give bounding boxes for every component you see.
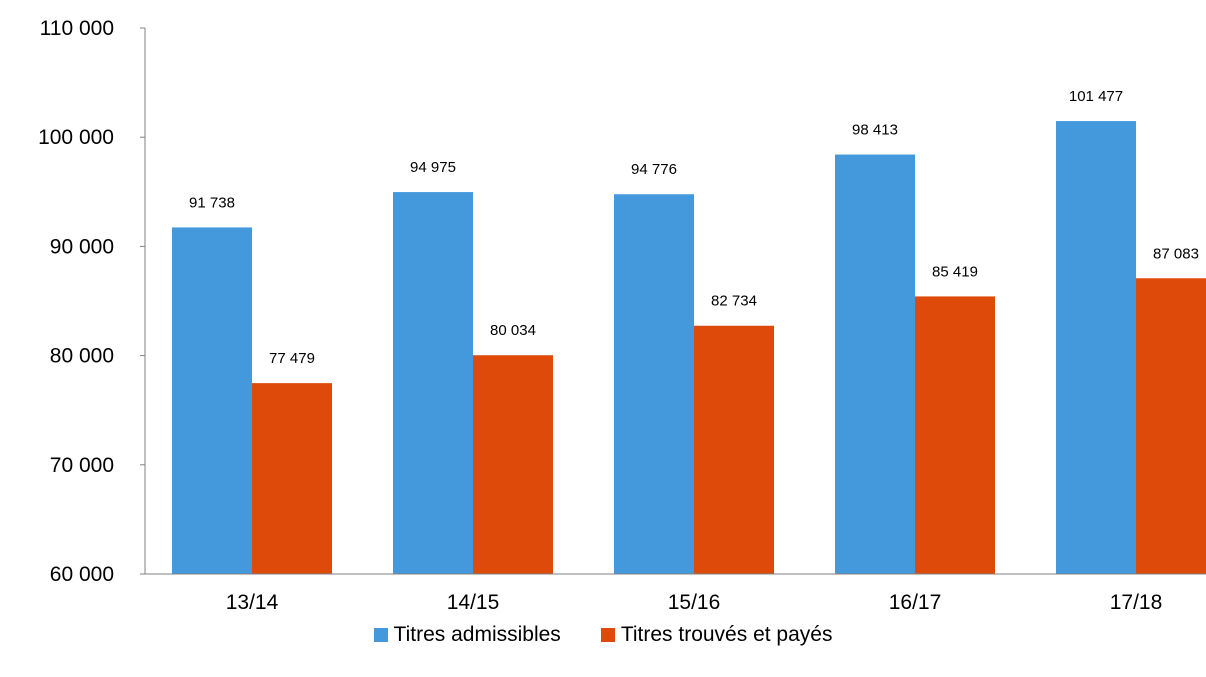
legend-label-series-1: Titres trouvés et payés <box>620 623 833 646</box>
bar-series-1 <box>915 296 995 574</box>
bars <box>172 121 1206 575</box>
x-tick-label: 15/16 <box>668 591 721 610</box>
bar-chart: 60 000 70 000 80 000 90 000 100 000 110 000 9… <box>38 17 1206 610</box>
y-axis: 60 000 70 000 80 000 90 000 100 000 110 000 <box>38 17 146 586</box>
x-tick-label: 16/17 <box>889 591 942 610</box>
legend-label-series-0: Titres admissibles <box>393 623 561 646</box>
legend: Titres admissibles Titres trouvés et pay… <box>0 623 1206 647</box>
bar-series-0 <box>393 192 473 574</box>
data-label-series-1: 87 083 <box>1153 245 1199 262</box>
bar-series-0 <box>172 227 252 575</box>
bar-series-1 <box>1136 278 1206 574</box>
bar-series-1 <box>473 355 553 574</box>
data-label-series-1: 82 734 <box>711 293 757 310</box>
data-label-series-1: 85 419 <box>932 263 978 280</box>
data-label-series-1: 80 034 <box>490 322 536 339</box>
x-tick-label: 14/15 <box>447 591 500 610</box>
y-tick-label: 60 000 <box>50 563 114 586</box>
legend-swatch-series-0 <box>373 628 388 642</box>
bar-series-1 <box>694 325 774 574</box>
y-tick-label: 110 000 <box>40 17 114 40</box>
y-tick-label: 90 000 <box>50 235 114 258</box>
legend-item-series-1: Titres trouvés et payés <box>600 623 833 647</box>
y-tick-label: 70 000 <box>50 454 114 477</box>
data-label-series-0: 94 975 <box>410 159 456 176</box>
data-label-series-1: 77 479 <box>269 350 315 367</box>
bar-series-1 <box>252 383 332 574</box>
data-labels: 91 738 77 479 94 975 80 034 94 776 82 734 98 4… <box>189 88 1199 367</box>
data-label-series-0: 98 413 <box>852 122 898 139</box>
x-tick-label: 13/14 <box>226 591 279 610</box>
y-tick-label: 80 000 <box>50 345 114 368</box>
legend-swatch-series-1 <box>600 628 615 642</box>
data-label-series-0: 94 776 <box>631 161 677 178</box>
x-tick-label: 17/18 <box>1110 591 1163 610</box>
data-label-series-0: 91 738 <box>189 194 235 211</box>
data-label-series-0: 101 477 <box>1069 88 1123 105</box>
y-tick-label: 100 000 <box>38 126 114 149</box>
bar-series-0 <box>835 154 915 575</box>
bar-series-0 <box>1056 121 1136 574</box>
bar-series-0 <box>614 194 694 574</box>
legend-item-series-0: Titres admissibles <box>373 623 561 647</box>
x-axis: 13/14 14/15 15/16 16/17 17/18 <box>145 573 1206 610</box>
